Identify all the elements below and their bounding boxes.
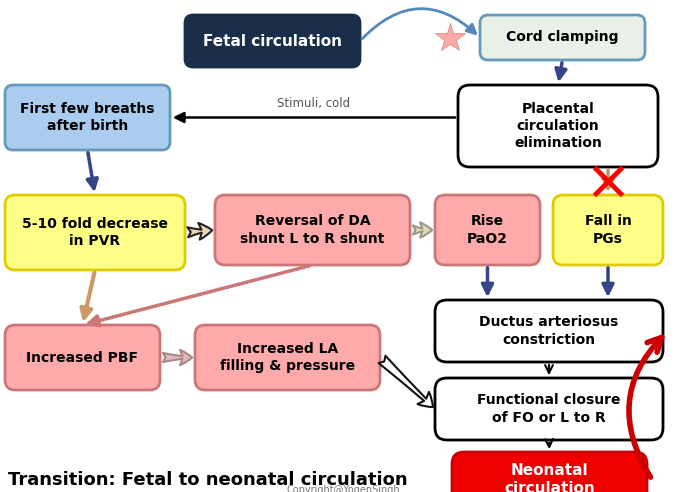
Text: Transition: Fetal to neonatal circulation: Transition: Fetal to neonatal circulatio… (8, 471, 407, 489)
FancyBboxPatch shape (215, 195, 410, 265)
Text: Functional closure
of FO or L to R: Functional closure of FO or L to R (477, 393, 621, 425)
Text: Increased PBF: Increased PBF (27, 350, 139, 365)
FancyBboxPatch shape (5, 85, 170, 150)
Text: Reversal of DA
shunt L to R shunt: Reversal of DA shunt L to R shunt (240, 215, 385, 246)
Text: First few breaths
after birth: First few breaths after birth (21, 102, 155, 133)
Text: 5-10 fold decrease
in PVR: 5-10 fold decrease in PVR (22, 217, 168, 248)
FancyBboxPatch shape (5, 325, 160, 390)
Text: Ductus arteriosus
constriction: Ductus arteriosus constriction (480, 315, 619, 347)
FancyBboxPatch shape (480, 15, 645, 60)
FancyBboxPatch shape (553, 195, 663, 265)
Text: Copyright@YogenSingh: Copyright@YogenSingh (286, 485, 400, 492)
Text: Rise
PaO2: Rise PaO2 (467, 215, 508, 246)
Text: Fall in
PGs: Fall in PGs (584, 215, 631, 246)
FancyBboxPatch shape (458, 85, 658, 167)
FancyBboxPatch shape (452, 452, 647, 492)
FancyBboxPatch shape (435, 195, 540, 265)
FancyBboxPatch shape (195, 325, 380, 390)
Text: Cord clamping: Cord clamping (506, 31, 619, 44)
Text: Placental
circulation
elimination: Placental circulation elimination (514, 102, 602, 150)
Text: Fetal circulation: Fetal circulation (203, 33, 342, 49)
Text: Increased LA
filling & pressure: Increased LA filling & pressure (220, 342, 355, 373)
FancyBboxPatch shape (435, 378, 663, 440)
Text: Stimuli, cold: Stimuli, cold (277, 96, 351, 110)
Text: Neonatal
circulation: Neonatal circulation (504, 462, 595, 492)
FancyBboxPatch shape (5, 195, 185, 270)
FancyBboxPatch shape (435, 300, 663, 362)
FancyBboxPatch shape (185, 15, 360, 67)
